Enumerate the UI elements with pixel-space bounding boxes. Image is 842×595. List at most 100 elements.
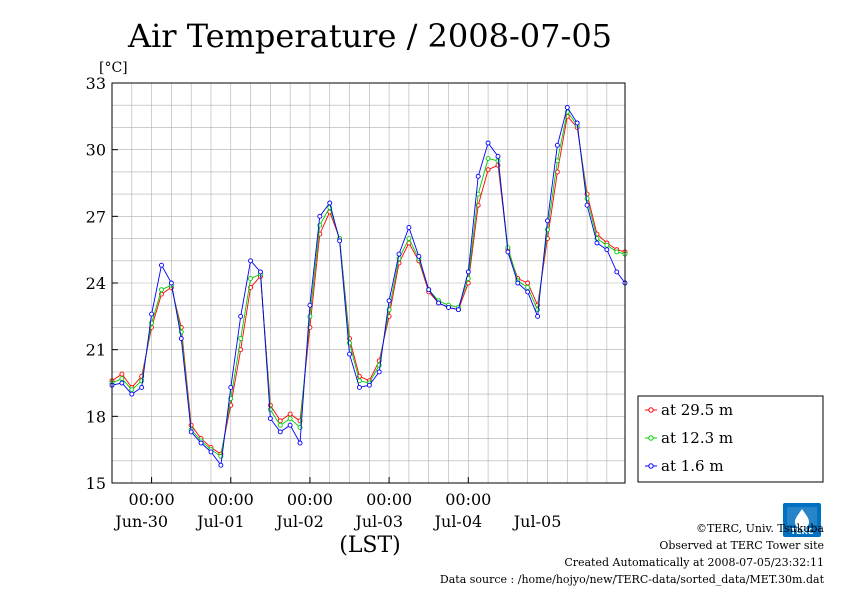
- data-point: [366, 382, 372, 388]
- x-tick-time-label: 00:00: [129, 490, 175, 509]
- data-point: [317, 213, 323, 219]
- y-tick-label: 18: [86, 407, 106, 426]
- data-point: [455, 307, 461, 313]
- data-point: [248, 276, 254, 282]
- data-point: [574, 120, 580, 126]
- data-point: [188, 429, 194, 435]
- data-point: [238, 313, 244, 319]
- x-tick-time-label: 00:00: [445, 490, 491, 509]
- series-1: [109, 109, 628, 459]
- legend-label: at 29.5 m: [661, 401, 733, 419]
- data-point: [505, 249, 511, 255]
- data-point: [554, 142, 560, 148]
- data-point: [525, 280, 531, 286]
- x-tick-time-label: 00:00: [287, 490, 333, 509]
- x-tick-time-label: 00:00: [366, 490, 412, 509]
- data-point: [485, 156, 491, 162]
- data-point: [267, 407, 273, 413]
- data-point: [327, 200, 333, 206]
- terc-logo: TERC: [783, 503, 821, 537]
- legend-swatch-marker: [648, 435, 654, 441]
- data-point: [149, 311, 155, 317]
- credit-created: Created Automatically at 2008-07-05/23:3…: [564, 556, 824, 569]
- y-tick-label: 15: [86, 474, 106, 493]
- credit-copyright: ©TERC, Univ. Tsukuba: [695, 522, 824, 535]
- y-tick-label: 24: [86, 274, 106, 293]
- x-tick-layer: 00:00 00:00 00:00 00:00 00:00 Jun-30 Jul-01 Jul…: [113, 477, 561, 531]
- data-point: [267, 416, 273, 422]
- data-point: [307, 313, 313, 319]
- data-point: [594, 240, 600, 246]
- data-point: [287, 422, 293, 428]
- data-point: [287, 416, 293, 422]
- data-point: [228, 384, 234, 390]
- data-point: [515, 280, 521, 286]
- data-point: [416, 253, 422, 259]
- data-point: [119, 380, 125, 386]
- data-point: [178, 336, 184, 342]
- y-tick-label: 27: [86, 207, 106, 226]
- data-point: [604, 247, 610, 253]
- data-point: [406, 224, 412, 230]
- data-point: [139, 384, 145, 390]
- data-point: [485, 167, 491, 173]
- data-point: [614, 269, 620, 275]
- credit-source: Data source : /home/hojyo/new/TERC-data/…: [439, 573, 824, 586]
- svg-text:TERC: TERC: [791, 527, 814, 536]
- x-tick-date-label: Jul-03: [353, 512, 403, 531]
- data-point: [119, 371, 125, 377]
- y-tick-label: 21: [86, 341, 106, 360]
- legend-label: at 1.6 m: [661, 457, 724, 475]
- x-tick-date-label: Jun-30: [113, 512, 168, 531]
- data-point: [208, 449, 214, 455]
- x-tick-date-label: Jul-04: [433, 512, 483, 531]
- series-layer: [109, 104, 628, 468]
- series-line: [111, 110, 626, 458]
- legend-box: [637, 395, 824, 483]
- data-point: [446, 304, 451, 310]
- y-tick-label: 30: [86, 141, 106, 160]
- data-point: [485, 140, 491, 146]
- data-point: [168, 280, 174, 286]
- credit-site: Observed at TERC Tower site: [659, 539, 824, 552]
- series-2: [109, 104, 628, 468]
- data-point: [525, 284, 531, 290]
- x-tick-time-label: 00:00: [208, 490, 254, 509]
- data-point: [396, 251, 402, 257]
- data-point: [426, 287, 432, 293]
- data-point: [535, 313, 541, 319]
- terc-logo-icon: TERC: [783, 503, 821, 537]
- data-point: [159, 262, 164, 268]
- data-point: [129, 391, 135, 397]
- data-point: [604, 242, 610, 248]
- data-point: [356, 384, 362, 390]
- data-point: [495, 153, 501, 159]
- grid-layer: [112, 83, 625, 483]
- data-point: [337, 238, 343, 244]
- x-tick-date-label: Jul-01: [195, 512, 245, 531]
- data-point: [297, 440, 303, 446]
- data-point: [129, 387, 135, 393]
- data-point: [347, 351, 352, 357]
- data-point: [159, 287, 164, 293]
- data-point: [376, 369, 382, 375]
- data-point: [277, 429, 283, 435]
- chart-title: Air Temperature / 2008-07-05: [127, 17, 612, 55]
- data-point: [218, 462, 224, 468]
- data-point: [614, 249, 620, 255]
- data-point: [475, 173, 481, 179]
- y-axis-label: [°C]: [99, 60, 128, 76]
- legend-label: at 12.3 m: [661, 429, 733, 447]
- data-point: [198, 440, 204, 446]
- legend-swatch-marker: [648, 463, 654, 469]
- data-point: [465, 269, 471, 275]
- x-tick-date-label: Jul-02: [274, 512, 324, 531]
- y-tick-layer: 15 18 21 24 27 30 33: [86, 74, 118, 493]
- x-axis-label: (LST): [339, 533, 401, 558]
- data-point: [277, 422, 283, 428]
- data-point: [584, 196, 590, 202]
- legend-swatch-marker: [648, 407, 654, 413]
- data-point: [307, 302, 313, 308]
- data-point: [248, 258, 254, 264]
